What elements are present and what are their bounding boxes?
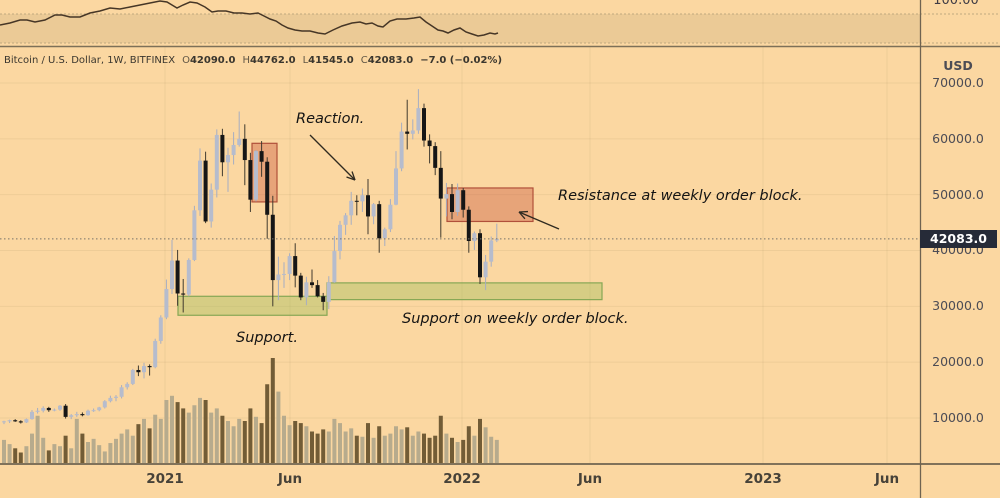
- annotation-support-on-block[interactable]: Support on weekly order block.: [402, 311, 629, 327]
- low-value: 41545.0: [308, 55, 354, 66]
- price-tick-30000.0: 30000.0: [932, 298, 984, 314]
- time-tick-Jun: Jun: [874, 471, 900, 487]
- grid-layer: [0, 47, 920, 464]
- annotation-resistance[interactable]: Resistance at weekly order block.: [558, 188, 803, 204]
- zone-support-zone-left: [177, 295, 328, 316]
- volume-bars: [2, 358, 499, 463]
- indicator-scale-label: 100.00: [933, 0, 979, 8]
- price-tick-60000.0: 60000.0: [932, 130, 984, 146]
- time-tick-2022: 2022: [443, 471, 481, 487]
- zone-resistance-order-block: [446, 187, 534, 223]
- symbol-status-bar: Bitcoin / U.S. Dollar, 1W, BITFINEX O4209…: [4, 55, 502, 66]
- open-label: O: [182, 55, 190, 66]
- price-tick-10000.0: 10000.0: [932, 409, 984, 425]
- close-label: C: [360, 55, 368, 66]
- time-axis-drag-area[interactable]: [0, 464, 1000, 498]
- annotation-arrows[interactable]: [309, 134, 560, 230]
- annotation-reaction[interactable]: Reaction.: [296, 111, 365, 127]
- symbol-title[interactable]: Bitcoin / U.S. Dollar, 1W, BITFINEX: [4, 55, 176, 66]
- price-tick-70000.0: 70000.0: [932, 75, 984, 90]
- annotation-support[interactable]: Support.: [236, 330, 298, 346]
- price-tick-50000.0: 50000.0: [932, 186, 984, 202]
- price-axis-drag-area[interactable]: [920, 47, 1000, 464]
- price-tick-20000.0: 20000.0: [932, 354, 984, 370]
- candlesticks: [2, 89, 499, 425]
- indicator-line: [0, 0, 499, 37]
- current-price-badge: 42083.0: [920, 229, 997, 248]
- time-tick-2021: 2021: [146, 471, 184, 487]
- change-value: −7.0 (−0.02%): [420, 55, 503, 66]
- close-value: 42083.0: [367, 55, 414, 66]
- high-label: H: [242, 55, 251, 66]
- time-tick-Jun: Jun: [577, 471, 603, 487]
- low-label: L: [302, 55, 309, 66]
- zone-support-order-block: [326, 282, 603, 301]
- time-tick-Jun: Jun: [277, 471, 303, 487]
- top-indicator-pane: [0, 0, 1000, 44]
- high-value: 44762.0: [250, 55, 296, 66]
- time-tick-2023: 2023: [744, 471, 782, 487]
- open-value: 42090.0: [189, 55, 236, 66]
- price-axis-currency-label: USD: [943, 58, 973, 73]
